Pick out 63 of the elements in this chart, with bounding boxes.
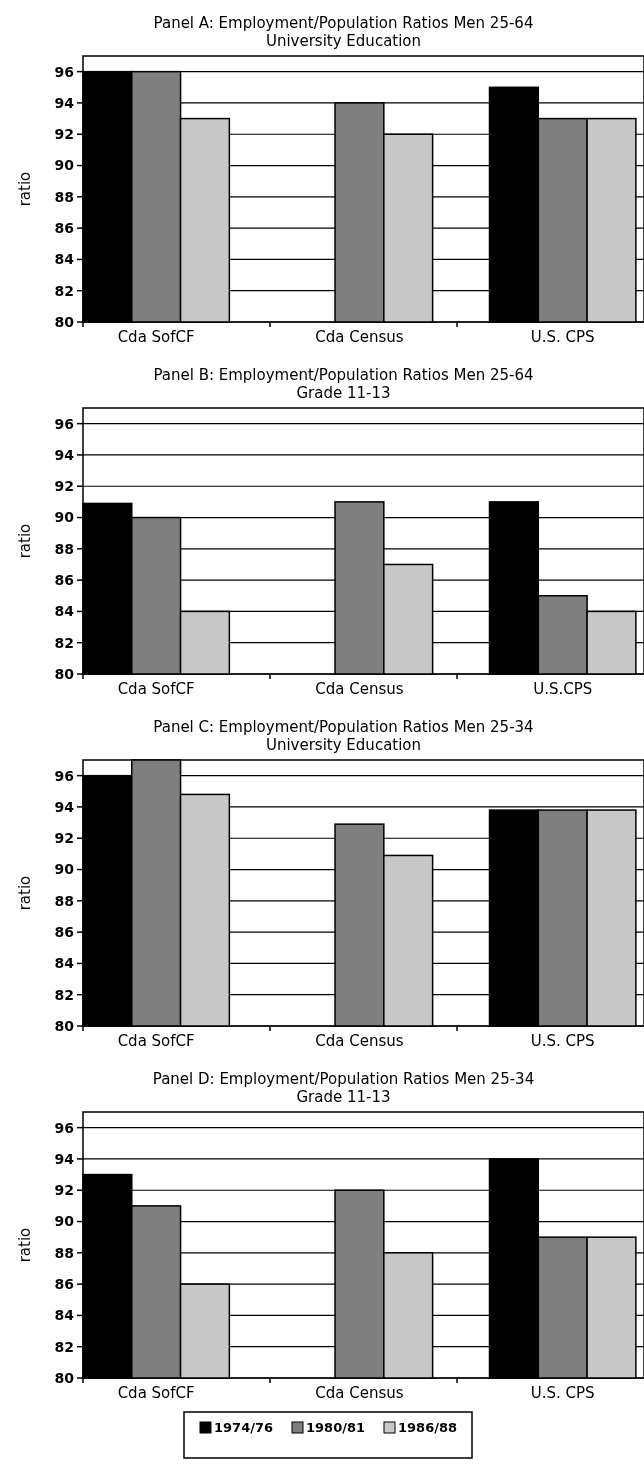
y-tick-label: 92: [54, 126, 74, 143]
chart-title: Panel C: Employment/Population Ratios Men 25-34: [153, 718, 534, 736]
y-tick-label: 96: [54, 63, 74, 80]
y-tick-label: 82: [54, 986, 74, 1003]
x-tick-label: U.S. CPS: [530, 328, 595, 346]
y-tick-label: 96: [54, 1119, 74, 1136]
legend-label: 1980/81: [306, 1420, 366, 1435]
y-tick-label: 80: [54, 1369, 75, 1386]
x-tick-label: U.S. CPS: [530, 1384, 595, 1402]
y-tick-label: 86: [54, 1276, 74, 1293]
y-tick-label: 94: [54, 798, 75, 815]
y-tick-label: 86: [54, 924, 74, 941]
y-tick-label: 94: [54, 1150, 75, 1167]
y-tick-label: 88: [54, 892, 74, 909]
x-tick-label: Cda Census: [315, 1032, 404, 1050]
y-tick-label: 92: [54, 830, 74, 847]
y-tick-label: 96: [54, 767, 74, 784]
y-tick-label: 80: [54, 313, 75, 330]
y-tick-label: 86: [54, 220, 74, 237]
y-tick-label: 80: [54, 665, 75, 682]
chart-subtitle: Grade 11-13: [296, 384, 391, 402]
x-tick-label: Cda SofCF: [117, 680, 195, 698]
chart-title: Panel D: Employment/Population Ratios Men 25-34: [152, 1070, 535, 1088]
y-tick-label: 90: [54, 509, 75, 526]
y-tick-label: 92: [54, 1182, 74, 1199]
legend-label: 1974/76: [214, 1420, 274, 1435]
x-tick-label: U.S. CPS: [530, 1032, 595, 1050]
x-tick-label: Cda SofCF: [117, 1032, 195, 1050]
y-tick-label: 94: [54, 94, 75, 111]
y-tick-label: 90: [54, 157, 75, 174]
y-tick-label: 96: [54, 415, 74, 432]
y-tick-label: 86: [54, 572, 74, 589]
y-axis-title: ratio: [16, 523, 34, 559]
x-tick-label: Cda SofCF: [117, 328, 195, 346]
y-tick-label: 88: [54, 188, 74, 205]
y-axis-title: ratio: [16, 1227, 34, 1263]
chart-title: Panel A: Employment/Population Ratios Men 25-64: [153, 14, 534, 32]
x-tick-label: Cda SofCF: [117, 1384, 195, 1402]
y-tick-label: 84: [54, 603, 75, 620]
y-tick-label: 90: [54, 861, 75, 878]
y-tick-label: 88: [54, 1244, 74, 1261]
y-tick-label: 84: [54, 251, 75, 268]
x-tick-label: U.S.CPS: [533, 680, 593, 698]
x-tick-label: Cda Census: [315, 680, 404, 698]
y-axis-title: ratio: [16, 875, 34, 911]
y-tick-label: 84: [54, 1307, 75, 1324]
y-tick-label: 82: [54, 634, 74, 651]
y-tick-label: 84: [54, 955, 75, 972]
y-axis-title: ratio: [16, 171, 34, 207]
chart-subtitle: University Education: [265, 736, 422, 754]
y-tick-label: 88: [54, 540, 74, 557]
x-tick-label: Cda Census: [315, 328, 404, 346]
legend-label: 1986/88: [398, 1420, 458, 1435]
chart-subtitle: University Education: [265, 32, 422, 50]
y-tick-label: 94: [54, 446, 75, 463]
chart-subtitle: Grade 11-13: [296, 1088, 391, 1106]
y-tick-label: 82: [54, 1338, 74, 1355]
y-tick-label: 92: [54, 478, 74, 495]
y-tick-label: 90: [54, 1213, 75, 1230]
y-tick-label: 80: [54, 1017, 75, 1034]
chart-title: Panel B: Employment/Population Ratios Men 25-64: [153, 366, 534, 384]
x-tick-label: Cda Census: [315, 1384, 404, 1402]
y-tick-label: 82: [54, 282, 74, 299]
